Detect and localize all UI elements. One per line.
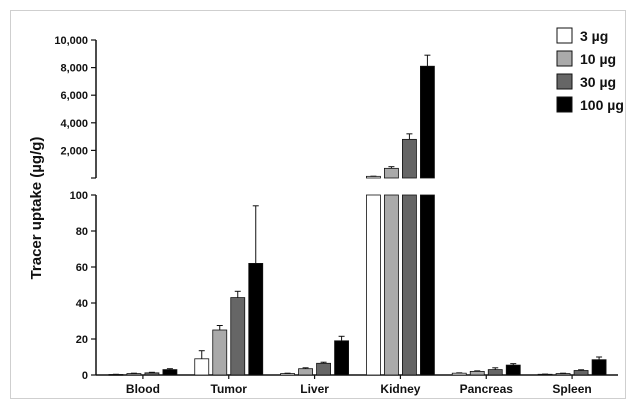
bar-lower-segment	[420, 194, 435, 376]
bar	[487, 369, 503, 376]
bar	[298, 368, 313, 376]
y-tick-label-upper: 10,000	[54, 35, 88, 47]
bar	[212, 329, 228, 376]
y-tick-label-lower: 60	[76, 262, 88, 274]
bar-upper-segment	[384, 167, 399, 179]
legend-label: 10 µg	[580, 51, 616, 67]
bar	[451, 372, 467, 376]
legend-swatch	[556, 96, 573, 113]
bar	[230, 297, 246, 376]
y-tick-label-lower: 0	[82, 370, 88, 382]
axis-labels: 0 20 40 60 80 100 2,000 4,000 6,000 8,000 10,000 Tr…	[28, 35, 592, 396]
y-tick-label-lower: 100	[70, 190, 88, 202]
y-tick-label-lower: 80	[76, 226, 88, 238]
legend-label: 30 µg	[580, 74, 616, 90]
y-tick-label-upper: 2,000	[60, 145, 88, 157]
x-tick-label: Spleen	[552, 382, 591, 396]
bar	[248, 262, 264, 376]
x-tick-label: Liver	[300, 382, 329, 396]
y-axis-label: Tracer uptake (µg/g)	[28, 137, 45, 280]
legend-label: 3 µg	[580, 28, 608, 44]
bar	[505, 364, 521, 376]
y-tick-label-lower: 40	[76, 298, 88, 310]
legend-swatch	[556, 50, 573, 67]
bar	[316, 362, 331, 376]
bar	[144, 372, 160, 376]
legend-swatch	[556, 27, 573, 44]
bar-upper-segment	[420, 65, 435, 179]
legend-swatch	[556, 73, 573, 90]
bars	[108, 54, 607, 376]
bar	[162, 369, 178, 376]
bar-lower-segment	[384, 194, 399, 376]
bar	[280, 373, 295, 376]
bar-lower-segment	[366, 194, 381, 376]
axes	[91, 39, 618, 379]
legend-label: 100 µg	[580, 97, 624, 113]
bar	[334, 340, 349, 376]
x-tick-label: Kidney	[380, 382, 420, 396]
chart-frame	[10, 10, 626, 399]
x-tick-label: Pancreas	[460, 382, 514, 396]
y-tick-label-upper: 4,000	[60, 118, 88, 130]
y-tick-label-lower: 20	[76, 334, 88, 346]
bar	[194, 358, 210, 376]
legend: 3 µg 10 µg 30 µg 100 µg	[556, 27, 624, 113]
x-tick-label: Tumor	[211, 382, 248, 396]
bar	[573, 370, 589, 376]
bar	[591, 359, 607, 376]
bar-upper-segment	[402, 138, 417, 179]
y-tick-label-upper: 8,000	[60, 63, 88, 75]
bar	[469, 370, 485, 376]
bar-lower-segment	[402, 194, 417, 376]
x-tick-label: Blood	[126, 382, 160, 396]
y-tick-label-upper: 6,000	[60, 90, 88, 102]
bar	[555, 373, 571, 376]
bar	[126, 373, 142, 376]
